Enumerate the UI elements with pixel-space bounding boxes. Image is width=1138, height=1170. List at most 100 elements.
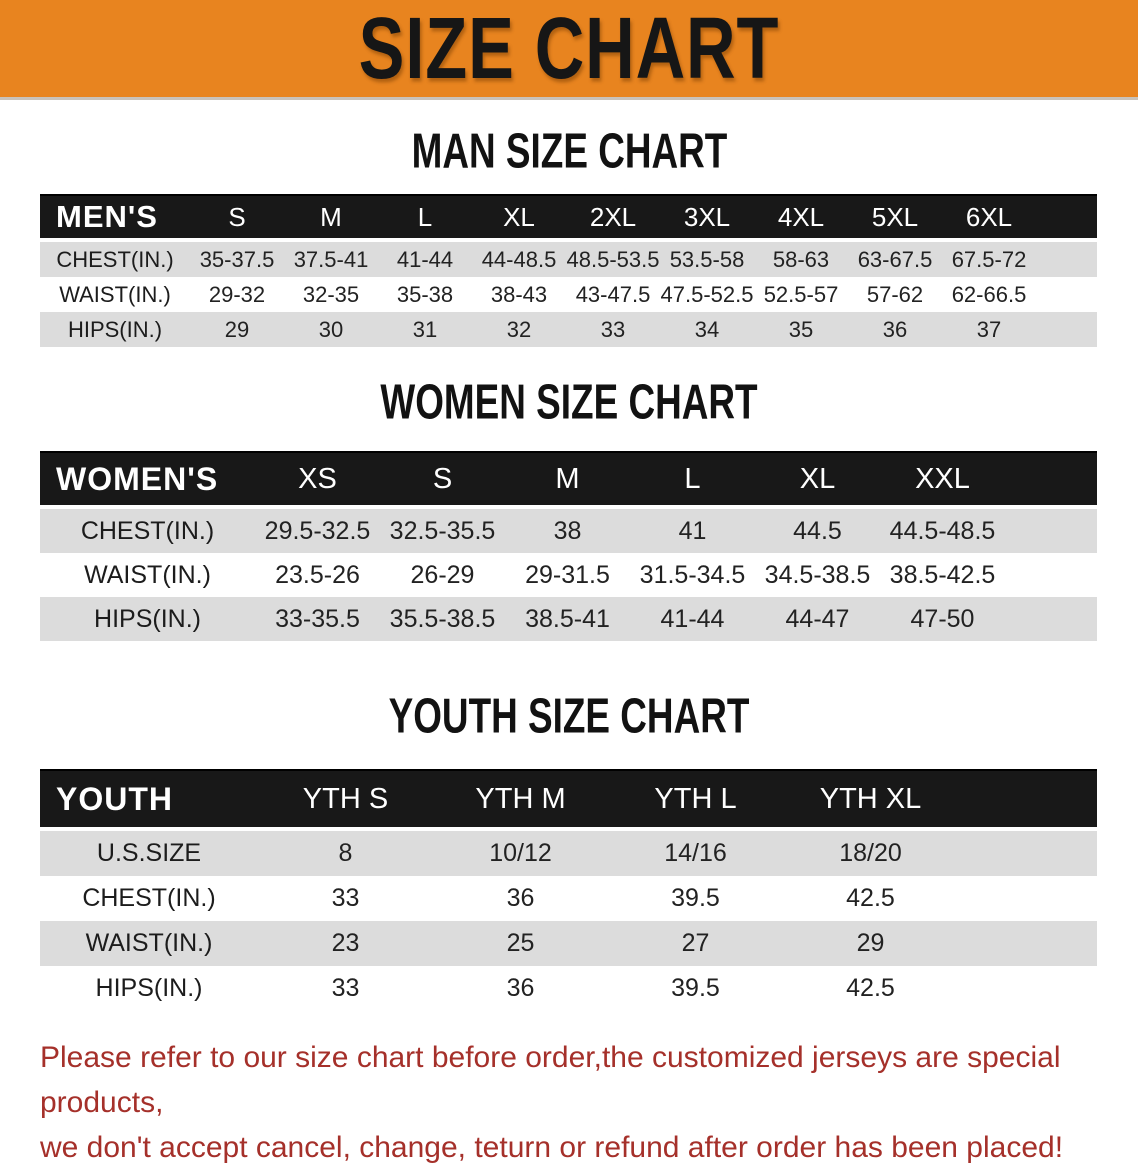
value-cell: 34 <box>660 312 754 347</box>
women-group-label: WOMEN'S <box>40 451 255 509</box>
value-cell: 36 <box>433 876 608 921</box>
value-cell: 41-44 <box>378 242 472 277</box>
value-cell: 10/12 <box>433 831 608 876</box>
value-cell: 53.5-58 <box>660 242 754 277</box>
women-size-col-s: S <box>380 451 505 509</box>
order-notice: Please refer to our size chart before or… <box>0 1035 1138 1170</box>
row-label: CHEST(IN.) <box>40 509 255 553</box>
value-cell: 44.5-48.5 <box>880 509 1005 553</box>
value-cell: 43-47.5 <box>566 277 660 312</box>
value-cell: 44-48.5 <box>472 242 566 277</box>
youth-section-heading: YOUTH SIZE CHART <box>0 687 1138 744</box>
men-header-row: MEN'S S M L XL 2XL 3XL 4XL 5XL 6XL <box>40 194 1097 242</box>
men-size-col-2xl: 2XL <box>566 194 660 242</box>
row-label: HIPS(IN.) <box>40 312 190 347</box>
men-size-col-xl: XL <box>472 194 566 242</box>
value-cell: 36 <box>848 312 942 347</box>
value-cell: 62-66.5 <box>942 277 1036 312</box>
women-size-col-l: L <box>630 451 755 509</box>
value-cell: 26-29 <box>380 553 505 597</box>
value-cell: 29 <box>783 921 958 966</box>
value-cell: 35-38 <box>378 277 472 312</box>
spacer-cell <box>1005 509 1097 553</box>
spacer-cell <box>1036 312 1097 347</box>
value-cell: 32.5-35.5 <box>380 509 505 553</box>
youth-ussize-row: U.S.SIZE 8 10/12 14/16 18/20 <box>40 831 1097 876</box>
value-cell: 32 <box>472 312 566 347</box>
value-cell: 8 <box>258 831 433 876</box>
spacer-cell <box>958 876 1097 921</box>
youth-header-row: YOUTH YTH S YTH M YTH L YTH XL <box>40 769 1097 831</box>
men-size-col-m: M <box>284 194 378 242</box>
men-size-col-3xl: 3XL <box>660 194 754 242</box>
row-label: CHEST(IN.) <box>40 876 258 921</box>
youth-waist-row: WAIST(IN.) 23 25 27 29 <box>40 921 1097 966</box>
banner-title: SIZE CHART <box>358 0 780 98</box>
row-label: WAIST(IN.) <box>40 921 258 966</box>
value-cell: 44-47 <box>755 597 880 641</box>
value-cell: 29 <box>190 312 284 347</box>
women-chest-row: CHEST(IN.) 29.5-32.5 32.5-35.5 38 41 44.… <box>40 509 1097 553</box>
value-cell: 35-37.5 <box>190 242 284 277</box>
spacer-cell <box>1005 553 1097 597</box>
men-heading-text: MAN SIZE CHART <box>411 122 727 179</box>
youth-chest-row: CHEST(IN.) 33 36 39.5 42.5 <box>40 876 1097 921</box>
men-chest-row: CHEST(IN.) 35-37.5 37.5-41 41-44 44-48.5… <box>40 242 1097 277</box>
notice-line-1: Please refer to our size chart before or… <box>40 1041 1061 1119</box>
women-size-table: WOMEN'S XS S M L XL XXL CHEST(IN.) 29.5-… <box>40 451 1097 641</box>
women-section-heading: WOMEN SIZE CHART <box>0 373 1138 430</box>
value-cell: 35 <box>754 312 848 347</box>
value-cell: 38 <box>505 509 630 553</box>
women-size-col-xxl: XXL <box>880 451 1005 509</box>
men-size-col-6xl: 6XL <box>942 194 1036 242</box>
men-size-col-5xl: 5XL <box>848 194 942 242</box>
value-cell: 44.5 <box>755 509 880 553</box>
spacer-cell <box>958 831 1097 876</box>
men-size-col-4xl: 4XL <box>754 194 848 242</box>
spacer-cell <box>958 921 1097 966</box>
value-cell: 48.5-53.5 <box>566 242 660 277</box>
youth-size-col-l: YTH L <box>608 769 783 831</box>
value-cell: 33 <box>258 876 433 921</box>
women-size-col-m: M <box>505 451 630 509</box>
value-cell: 29-31.5 <box>505 553 630 597</box>
row-label: U.S.SIZE <box>40 831 258 876</box>
spacer-cell <box>1005 597 1097 641</box>
women-heading-text: WOMEN SIZE CHART <box>380 373 758 430</box>
value-cell: 42.5 <box>783 876 958 921</box>
value-cell: 41 <box>630 509 755 553</box>
spacer-cell <box>1036 277 1097 312</box>
value-cell: 37 <box>942 312 1036 347</box>
value-cell: 33 <box>258 966 433 1011</box>
men-section-heading: MAN SIZE CHART <box>0 122 1138 179</box>
youth-group-label: YOUTH <box>40 769 258 831</box>
value-cell: 42.5 <box>783 966 958 1011</box>
value-cell: 33-35.5 <box>255 597 380 641</box>
youth-heading-text: YOUTH SIZE CHART <box>388 687 750 744</box>
row-label: HIPS(IN.) <box>40 597 255 641</box>
value-cell: 31 <box>378 312 472 347</box>
value-cell: 57-62 <box>848 277 942 312</box>
value-cell: 27 <box>608 921 783 966</box>
spacer-cell <box>1036 194 1097 242</box>
women-header-row: WOMEN'S XS S M L XL XXL <box>40 451 1097 509</box>
youth-size-col-m: YTH M <box>433 769 608 831</box>
spacer-cell <box>1036 242 1097 277</box>
value-cell: 31.5-34.5 <box>630 553 755 597</box>
value-cell: 34.5-38.5 <box>755 553 880 597</box>
women-waist-row: WAIST(IN.) 23.5-26 26-29 29-31.5 31.5-34… <box>40 553 1097 597</box>
value-cell: 32-35 <box>284 277 378 312</box>
value-cell: 39.5 <box>608 876 783 921</box>
value-cell: 18/20 <box>783 831 958 876</box>
value-cell: 35.5-38.5 <box>380 597 505 641</box>
value-cell: 23.5-26 <box>255 553 380 597</box>
men-size-table: MEN'S S M L XL 2XL 3XL 4XL 5XL 6XL CHEST… <box>40 194 1097 347</box>
row-label: HIPS(IN.) <box>40 966 258 1011</box>
value-cell: 67.5-72 <box>942 242 1036 277</box>
value-cell: 30 <box>284 312 378 347</box>
men-size-col-s: S <box>190 194 284 242</box>
value-cell: 38.5-42.5 <box>880 553 1005 597</box>
spacer-cell <box>1005 451 1097 509</box>
women-hips-row: HIPS(IN.) 33-35.5 35.5-38.5 38.5-41 41-4… <box>40 597 1097 641</box>
value-cell: 58-63 <box>754 242 848 277</box>
